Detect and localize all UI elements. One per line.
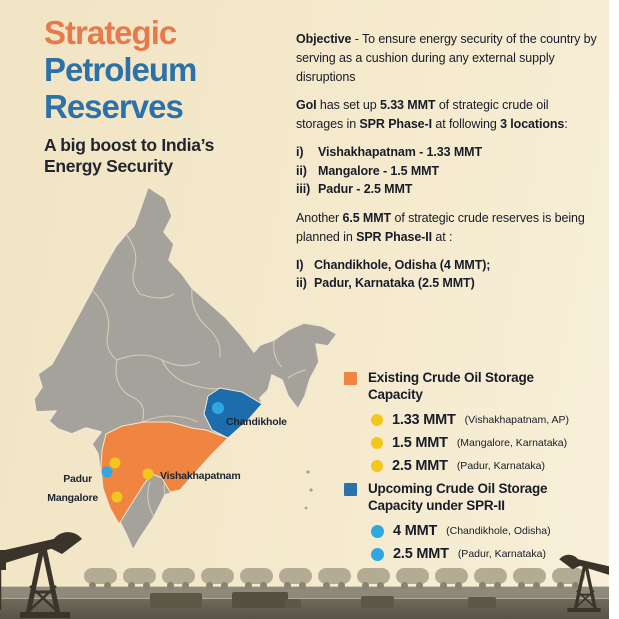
legend-existing: Existing Crude Oil Storage Capacity 1.33… (344, 370, 604, 481)
phase2-paragraph: Another 6.5 MMT of strategic crude reser… (296, 210, 585, 244)
title-line-3: Reserves (44, 88, 184, 125)
legend-existing-items: 1.33 MMT (Vishakhapatnam, AP) 1.5 MMT (M… (371, 412, 604, 474)
tanker-car-icon (240, 568, 273, 589)
objective-paragraph: Objective - To ensure energy security of… (296, 32, 597, 84)
legend-item: 1.5 MMT (Mangalore, Karnataka) (371, 435, 604, 451)
label-padur: Padur (63, 473, 92, 485)
tanker-car-icon (318, 568, 351, 589)
title-line-2: Petroleum (44, 51, 197, 88)
intro-text: Objective - To ensure energy security of… (296, 30, 598, 303)
tanker-car-icon (279, 568, 312, 589)
legend-upcoming-title: Upcoming Crude Oil Storage Capacity unde… (368, 481, 548, 513)
tanker-car-icon (474, 568, 507, 589)
truck-icon (285, 599, 301, 608)
tanker-car-icon (396, 568, 429, 589)
list-item: iii) Padur - 2.5 MMT (296, 182, 413, 196)
tanker-car-icon (552, 568, 585, 589)
legend-item: 2.5 MMT (Padur, Karnataka) (371, 546, 604, 562)
list-item: i) Vishakhapatnam - 1.33 MMT (296, 145, 482, 159)
tanker-car-icon (513, 568, 546, 589)
blue-dot-icon (371, 524, 384, 538)
legend-item: 2.5 MMT (Padur, Karnataka) (371, 458, 604, 474)
right-border (609, 0, 619, 619)
tanker-car-icon (201, 568, 234, 589)
legend-upcoming-items: 4 MMT (Chandikhole, Odisha) 2.5 MMT (Pad… (371, 523, 604, 562)
legend-item: 4 MMT (Chandikhole, Odisha) (371, 523, 604, 539)
label-vishakhapatnam: Vishakhapatnam (160, 470, 240, 482)
list-item: ii) Padur, Karnataka (2.5 MMT) (296, 276, 475, 290)
phase1-location-list: i) Vishakhapatnam - 1.33 MMT ii) Mangalore… (296, 143, 598, 199)
legend-existing-title: Existing Crude Oil Storage Capacity (368, 370, 534, 402)
upcoming-swatch-icon (344, 483, 357, 496)
oil-pump-icon (0, 532, 82, 618)
existing-swatch-icon (344, 372, 357, 385)
truck-icon (361, 596, 394, 608)
legend-item: 1.33 MMT (Vishakhapatnam, AP) (371, 412, 604, 428)
blue-dot-icon (371, 547, 384, 561)
tanker-train (84, 568, 609, 592)
yellow-dot-icon (371, 414, 383, 426)
title-line-1: Strategic (44, 14, 177, 51)
list-item: I) Chandikhole, Odisha (4 MMT); (296, 257, 491, 272)
label-chandikhole: Chandikhole (226, 416, 287, 428)
andaman-islands (304, 470, 313, 510)
label-mangalore: Mangalore (47, 492, 98, 504)
phase2-location-list: I) Chandikhole, Odisha (4 MMT); ii) Padur,… (296, 256, 598, 293)
tanker-car-icon (357, 568, 390, 589)
tanker-car-icon (84, 568, 117, 589)
marker-chandikhole (212, 402, 224, 414)
oil-pump-icon (559, 554, 618, 612)
marker-padur-existing (109, 457, 121, 469)
legend-upcoming-header: Upcoming Crude Oil Storage Capacity unde… (344, 481, 604, 514)
truck-icon (150, 593, 202, 608)
list-item: ii) Mangalore - 1.5 MMT (296, 163, 440, 178)
yellow-dot-icon (371, 437, 383, 449)
tanker-car-icon (435, 568, 468, 589)
truck-icon (232, 592, 288, 608)
tanker-car-icon (123, 568, 156, 589)
existing-storage-region (100, 421, 229, 525)
yellow-dot-icon (371, 460, 383, 472)
page-subtitle: A big boost to India’s Energy Security (44, 135, 215, 176)
legend-upcoming: Upcoming Crude Oil Storage Capacity unde… (344, 481, 604, 569)
legend-existing-header: Existing Crude Oil Storage Capacity (344, 370, 604, 403)
title-block: Strategic Petroleum Reserves A big boost… (44, 14, 234, 177)
marker-padur-upcoming (101, 466, 113, 478)
marker-vishakhapatnam (142, 468, 154, 480)
india-map: Chandikhole Vishakhapatnam Padur Mangalo… (33, 186, 338, 551)
marker-mangalore (111, 491, 123, 503)
phase1-paragraph: GoI has set up 5.33 MMT of strategic cru… (296, 98, 568, 131)
tanker-car-icon (162, 568, 195, 589)
truck-icon (468, 597, 496, 608)
